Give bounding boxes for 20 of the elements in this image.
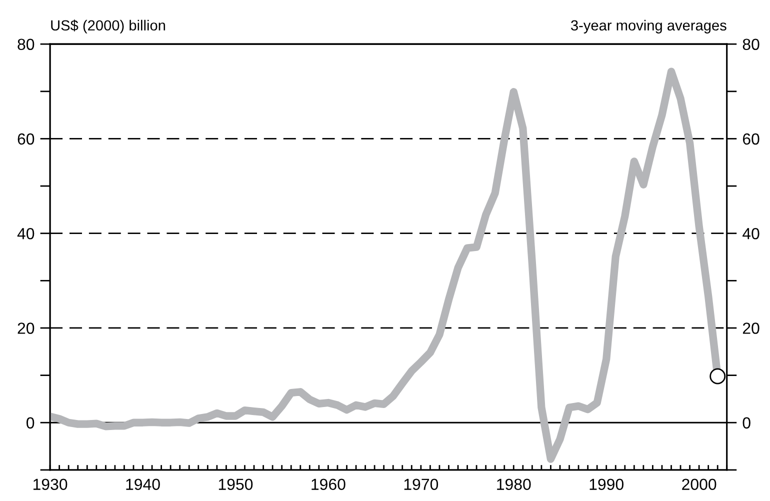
x-tick-label: 1970 (404, 478, 438, 490)
x-tick-label: 1990 (590, 478, 624, 490)
x-tick-label: 1960 (312, 478, 346, 490)
y-tick-label: 0 (26, 417, 34, 429)
x-tick-label: 1950 (218, 478, 253, 490)
x-tick-label: 1940 (126, 478, 160, 490)
y2-tick-label: 60 (742, 133, 760, 145)
y2-tick-label: 0 (742, 417, 750, 429)
y-axis-title: US$ (2000) billion (51, 20, 166, 34)
y-tick-label: 60 (18, 133, 34, 145)
y2-tick-label: 40 (742, 228, 760, 240)
x-tick-label: 1980 (497, 478, 531, 490)
y2-tick-label: 20 (742, 322, 760, 334)
y-tick-label: 40 (17, 228, 34, 240)
x-tick-label: 1930 (34, 478, 68, 490)
y2-tick-label: 80 (742, 38, 760, 50)
y-tick-label: 80 (18, 38, 34, 50)
y-tick-label: 20 (18, 322, 34, 334)
text: 3-year moving averages (571, 20, 726, 34)
x-tick-label: 2000 (682, 478, 716, 490)
